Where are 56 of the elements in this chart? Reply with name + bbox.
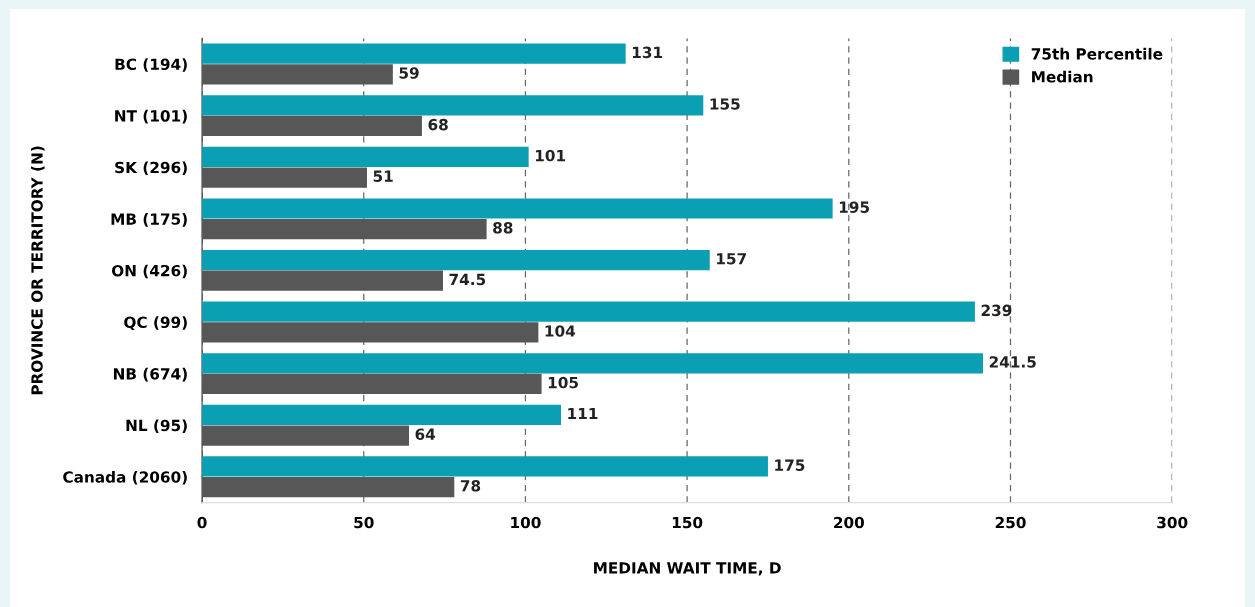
- bar: [202, 353, 983, 374]
- data-label: 68: [428, 118, 448, 131]
- data-label: 131: [632, 46, 663, 59]
- data-label: 74.5: [449, 273, 486, 286]
- data-label: 105: [548, 376, 578, 389]
- data-label: 195: [839, 201, 870, 213]
- y-tick-label: Canada (2060): [63, 470, 187, 485]
- x-tick-label: 150: [672, 516, 703, 529]
- data-label: 155: [710, 98, 740, 110]
- x-tick-label: 0: [197, 516, 207, 529]
- x-tick-label: 50: [354, 516, 374, 529]
- data-label: 78: [460, 479, 481, 492]
- bar: [202, 456, 768, 477]
- bar: [202, 249, 710, 271]
- data-label: 175: [775, 459, 805, 471]
- data-label: 88: [493, 222, 513, 234]
- y-tick-label: NB (674): [113, 367, 187, 382]
- bar: [202, 43, 626, 64]
- bar: [202, 270, 443, 291]
- bar: [202, 146, 529, 168]
- data-label: 241.5: [989, 356, 1036, 368]
- bar: [202, 115, 422, 137]
- bar: [202, 219, 487, 240]
- bar: [202, 404, 561, 425]
- bar: [202, 322, 539, 343]
- y-tick-label: NT (101): [115, 109, 187, 124]
- bar: [202, 477, 455, 498]
- x-tick-label: 200: [834, 516, 865, 529]
- bar: [202, 64, 393, 85]
- y-axis-title: PROVINCE OR TERRITORY (N): [30, 146, 45, 395]
- data-label: 64: [415, 428, 436, 440]
- bar: [202, 167, 367, 188]
- y-tick-label: QC (99): [124, 316, 187, 331]
- data-label: 51: [373, 170, 393, 182]
- data-label: 239: [981, 304, 1012, 317]
- bar: [202, 425, 410, 446]
- data-label: 101: [535, 149, 566, 162]
- y-tick-label: MB (175): [111, 213, 187, 227]
- data-label: 104: [545, 325, 576, 337]
- data-label: 157: [717, 253, 746, 265]
- bar: [202, 198, 833, 219]
- y-tick-label: ON (426): [111, 264, 187, 279]
- x-tick-label: 250: [995, 516, 1026, 529]
- bar: [202, 373, 542, 395]
- bar: [202, 301, 975, 322]
- x-axis-title: MEDIAN WAIT TIME, D: [594, 562, 781, 576]
- legend-label: 75th Percentile: [1031, 47, 1163, 60]
- y-tick-label: NL (95): [126, 419, 187, 434]
- x-tick-label: 300: [1157, 516, 1188, 529]
- legend-label: Median: [1032, 70, 1093, 83]
- data-label: 111: [568, 407, 598, 420]
- y-tick-label: BC (194): [115, 58, 187, 72]
- bar: [202, 95, 704, 116]
- y-tick-label: SK (296): [115, 161, 187, 176]
- x-tick-label: 100: [511, 516, 541, 529]
- data-label: 59: [399, 67, 419, 79]
